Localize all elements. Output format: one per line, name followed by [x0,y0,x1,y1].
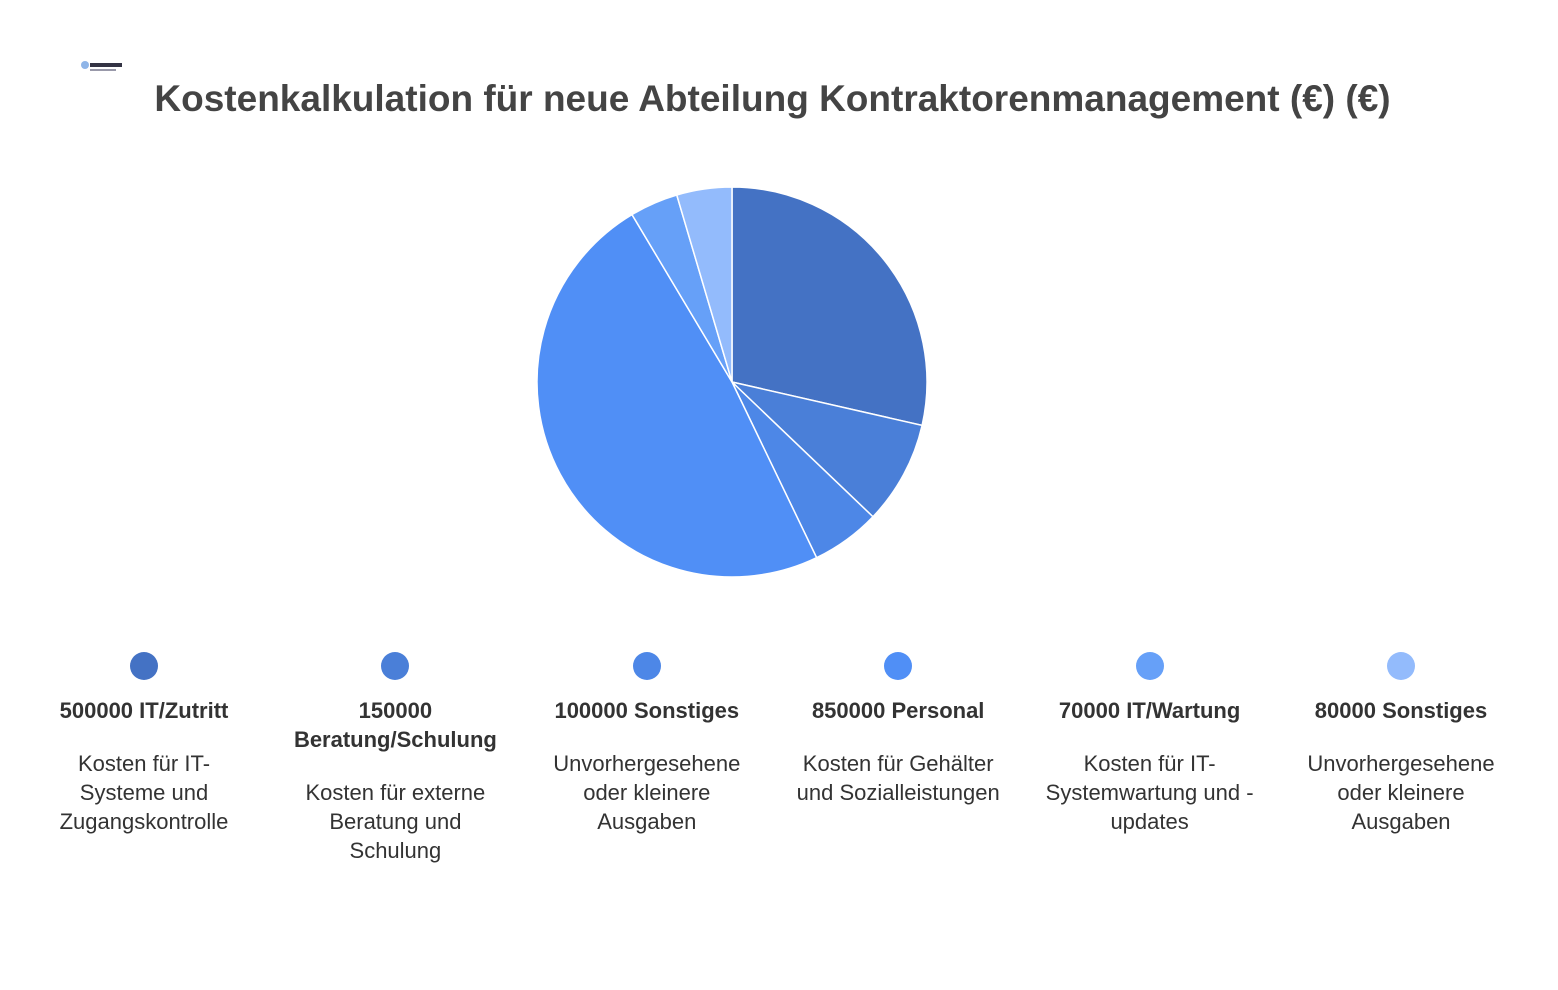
legend-value: 150000 [358,698,433,723]
legend-swatch [632,652,661,680]
legend-label: 500000 IT/Zutritt [37,696,252,725]
legend-item: 500000 IT/Zutritt Kosten für IT-Systeme u… [19,652,269,836]
legend-item: 70000 IT/Wartung Kosten für IT-Systemwart… [1025,652,1275,836]
pie-slice [675,186,733,383]
legend-value: 100000 [554,698,628,723]
legend-name: IT/Zutritt [139,698,229,723]
legend-value: 80000 [1314,698,1376,723]
legend-swatch [1387,652,1415,680]
legend-description: Kosten für externe Beratung und Schulung [305,780,486,863]
legend-description: Kosten für Gehälter und Sozialleistungen [796,751,1000,805]
legend-label: 70000 IT/Wartung [1042,696,1257,725]
legend-label: 150000 Beratung/Schulung [288,696,503,754]
legend-value: 70000 [1058,698,1121,723]
legend-value: 500000 [59,698,134,723]
legend-swatch [130,652,158,680]
legend-name: IT/Wartung [1126,698,1241,723]
legend-description: Unvorhergesehene oder kleinere Ausgaben [553,751,741,834]
legend-description: Kosten für IT-Systemwartung und -updates [1045,751,1254,834]
pie-slice [536,213,818,578]
legend-name: Sonstiges [634,698,740,723]
legend-item: 80000 Sonstiges Unvorhergesehene oder kle… [1276,652,1526,836]
legend-item: 100000 Sonstiges Unvorhergesehene oder kl… [522,652,772,836]
pie-chart [536,186,928,578]
legend-swatch [1135,652,1164,680]
legend-description: Unvorhergesehene oder kleinere Ausgaben [1307,751,1495,834]
legend-item: 150000 Beratung/Schulung Kosten für exter… [270,652,520,865]
legend-name: Sonstiges [1382,698,1488,723]
pie-slice [729,380,924,518]
legend-label: 80000 Sonstiges [1294,696,1509,725]
legend-label: 100000 Sonstiges [539,696,754,725]
legend-name: Personal [891,698,985,723]
legend-value: 850000 [811,698,886,723]
legend-description: Kosten für IT-Systeme und Zugangskontrol… [59,751,229,834]
legend-swatch [884,652,913,680]
legend-label: 850000 Personal [791,696,1006,725]
legend-item: 850000 Personal Kosten für Gehälter und S… [773,652,1023,807]
chart-title: Kostenkalkulation für neue Abteilung Kon… [154,78,1391,119]
pie-slice [731,186,928,427]
legend-name: Beratung/Schulung [293,727,497,752]
legend-swatch [381,652,410,680]
logo [81,61,122,71]
